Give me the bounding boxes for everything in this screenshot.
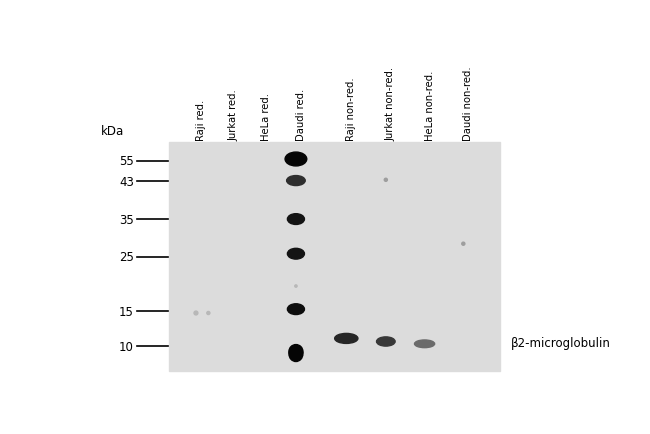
Text: β2-microglobulin: β2-microglobulin — [512, 336, 611, 349]
Ellipse shape — [194, 311, 198, 315]
Ellipse shape — [287, 249, 304, 260]
Text: Daudi red.: Daudi red. — [296, 88, 306, 141]
Text: 35: 35 — [119, 213, 134, 226]
Bar — [169, 143, 500, 371]
Text: Jurkat non-red.: Jurkat non-red. — [386, 66, 396, 141]
Ellipse shape — [415, 340, 435, 348]
Ellipse shape — [335, 334, 358, 344]
Text: HeLa non-red.: HeLa non-red. — [424, 70, 435, 141]
Text: Raji red.: Raji red. — [196, 99, 206, 141]
Text: 55: 55 — [119, 155, 134, 168]
Text: HeLa red.: HeLa red. — [261, 92, 271, 141]
Text: 15: 15 — [119, 305, 134, 318]
Text: Raji non-red.: Raji non-red. — [346, 77, 356, 141]
Ellipse shape — [207, 312, 210, 315]
Ellipse shape — [287, 214, 304, 225]
Ellipse shape — [376, 337, 395, 346]
Text: Daudi non-red.: Daudi non-red. — [463, 66, 473, 141]
Ellipse shape — [289, 346, 303, 362]
Text: 43: 43 — [119, 175, 134, 188]
Text: Jurkat red.: Jurkat red. — [229, 89, 239, 141]
Text: kDa: kDa — [101, 125, 124, 138]
Text: 25: 25 — [119, 251, 134, 264]
Ellipse shape — [294, 285, 297, 288]
Ellipse shape — [285, 153, 307, 167]
Ellipse shape — [462, 243, 465, 246]
Ellipse shape — [384, 179, 387, 182]
Ellipse shape — [287, 176, 305, 186]
Ellipse shape — [289, 345, 303, 358]
Text: 10: 10 — [119, 340, 134, 353]
Ellipse shape — [287, 304, 304, 315]
